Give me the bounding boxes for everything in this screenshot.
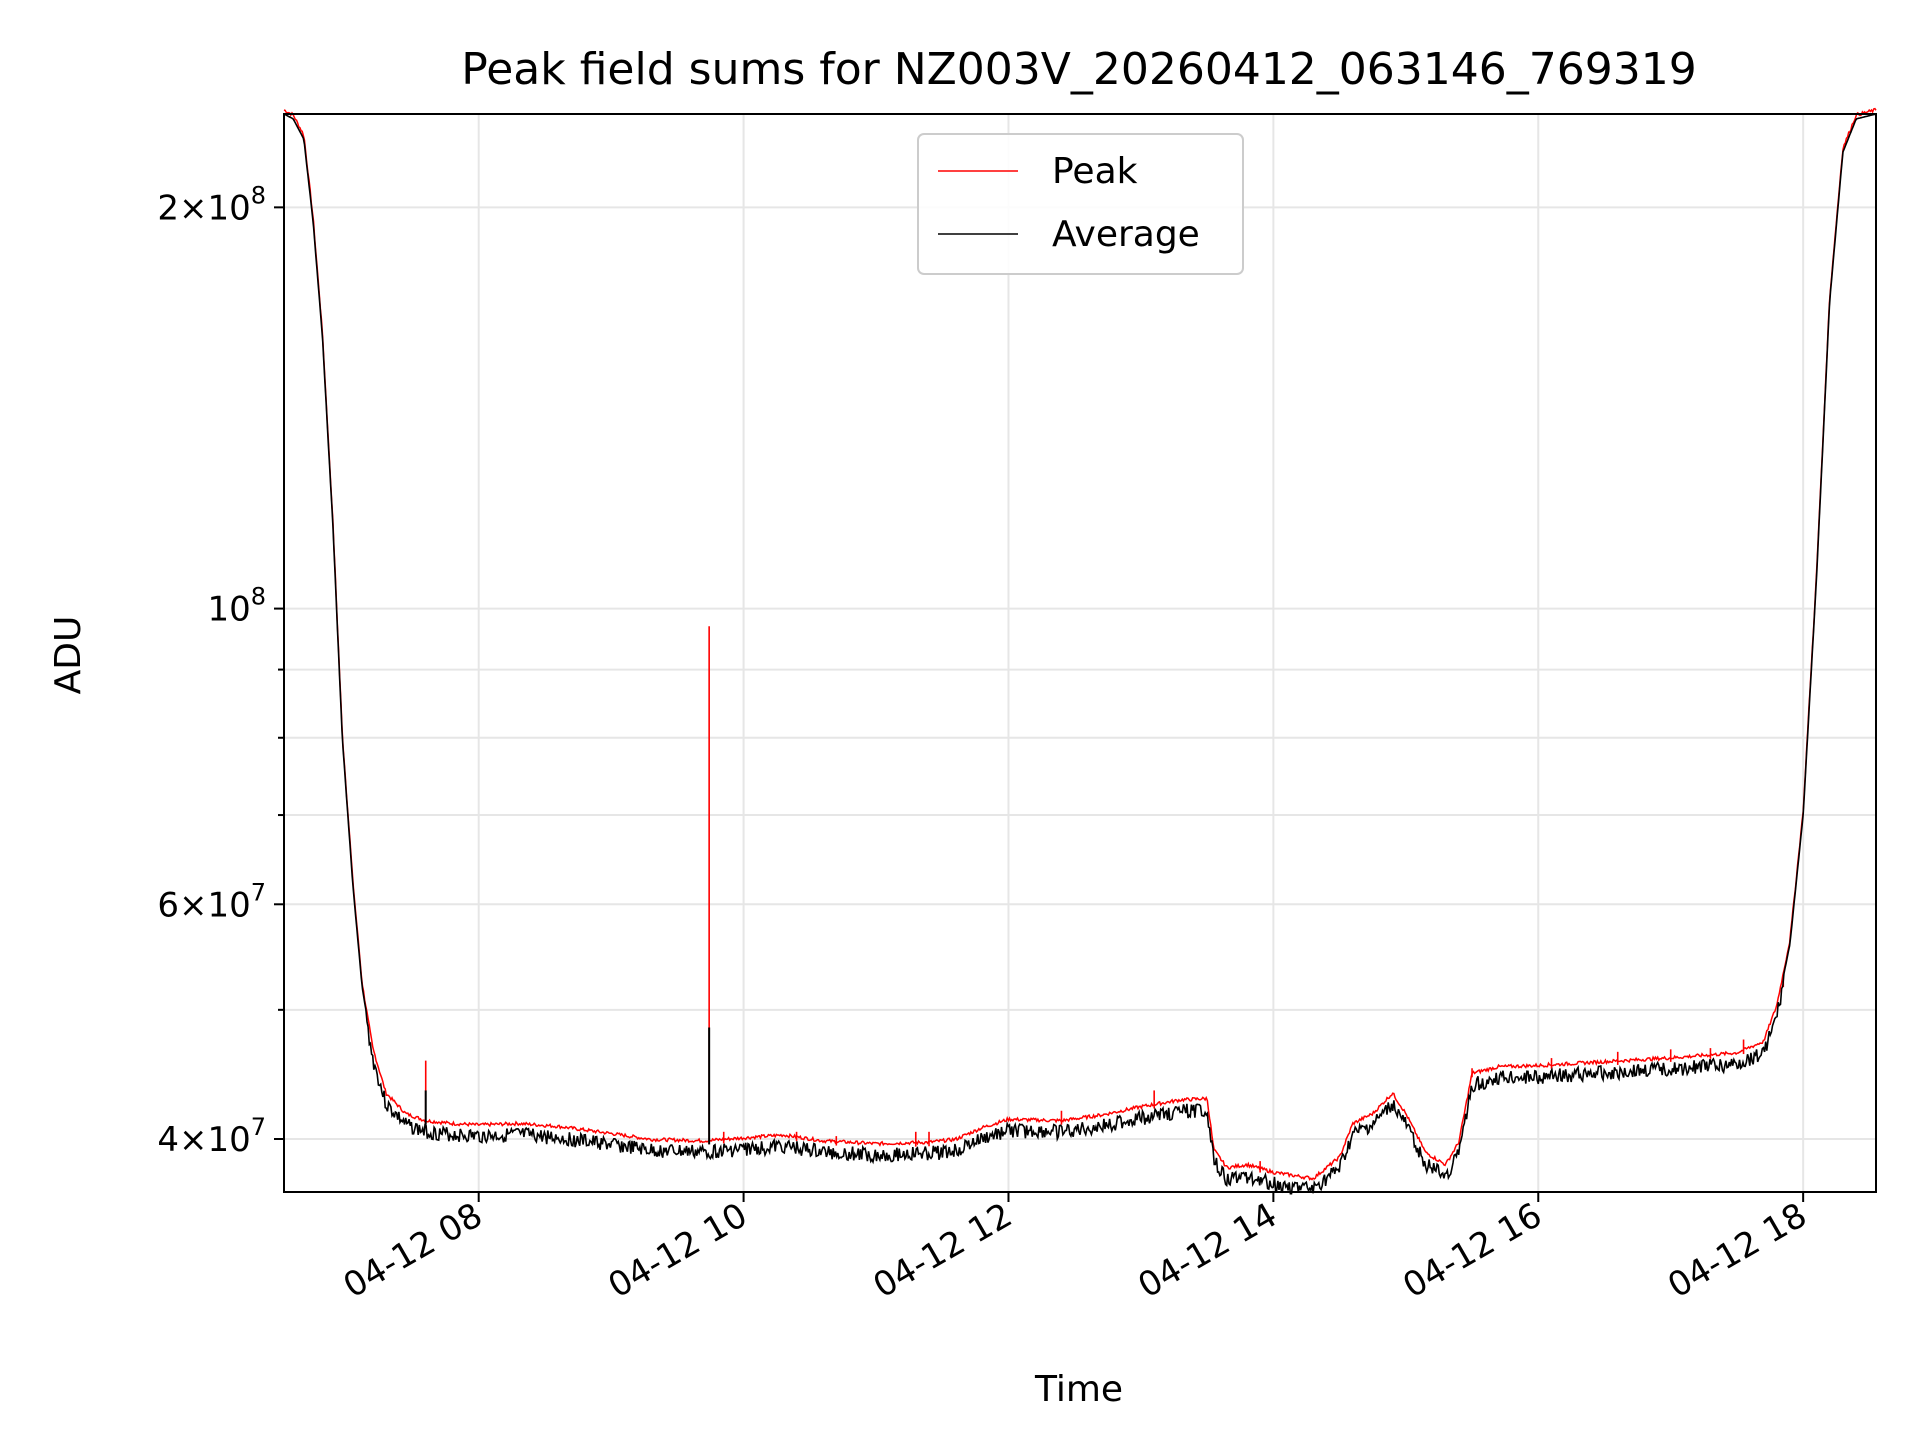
- y-tick-label: 4×107: [157, 1113, 266, 1160]
- chart-title: Peak field sums for NZ003V_20260412_0631…: [461, 44, 1696, 95]
- peak-line: [283, 107, 1877, 1181]
- series-layer: [283, 107, 1877, 1195]
- y-tick-label: 2×108: [157, 181, 266, 228]
- y-axis-label: ADU: [48, 616, 89, 695]
- legend-box: [917, 133, 1244, 275]
- legend-label-average: Average: [1052, 214, 1200, 255]
- y-tick-label: 6×107: [157, 878, 266, 925]
- legend-label-peak: Peak: [1052, 151, 1138, 192]
- average-line: [283, 113, 1877, 1195]
- legend[interactable]: Peak Average: [917, 133, 1244, 275]
- y-tick-label: 108: [207, 583, 266, 630]
- plot-frame: [283, 113, 1877, 1193]
- x-axis-label: Time: [1034, 1369, 1123, 1410]
